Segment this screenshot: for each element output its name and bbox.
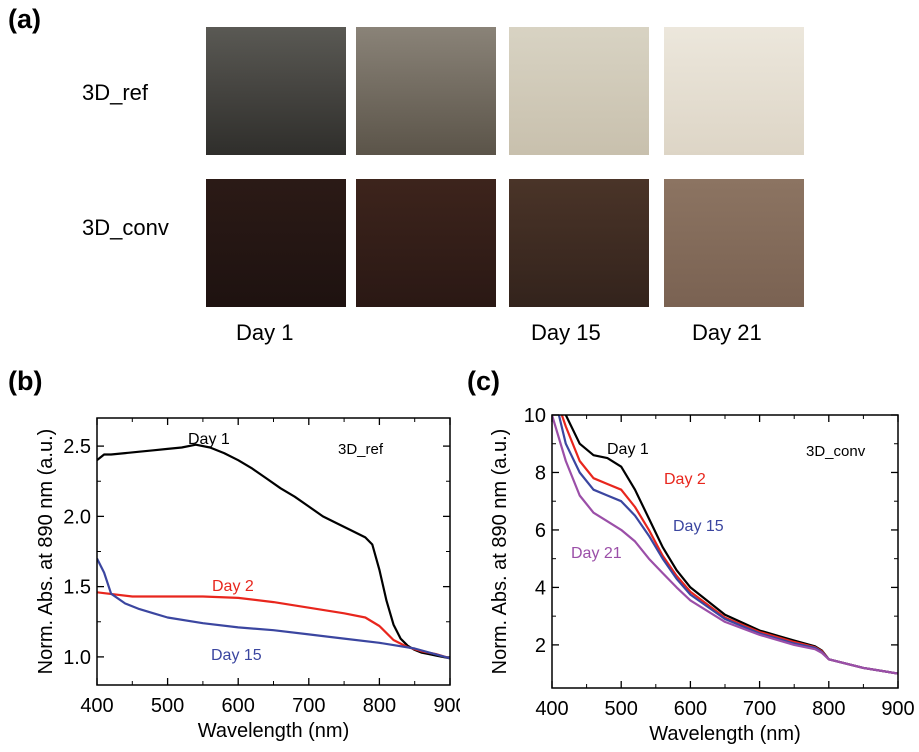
sample-annotation: 3D_ref — [338, 441, 384, 458]
y-tick-label: 4 — [535, 577, 546, 599]
sample-3d-conv-day2 — [356, 179, 496, 307]
sample-3d-ref-day21 — [664, 27, 804, 155]
x-axis-title: Wavelength (nm) — [649, 723, 801, 745]
x-tick-label: 600 — [674, 698, 707, 720]
row-label-3d-ref: 3D_ref — [82, 80, 149, 105]
x-tick-label: 600 — [222, 695, 255, 717]
x-tick-label: 800 — [363, 695, 396, 717]
series-label-day-2: Day 2 — [212, 578, 254, 595]
y-tick-label: 6 — [535, 520, 546, 542]
day-label-day21: Day 21 — [692, 320, 762, 345]
series-label-day-15: Day 15 — [673, 518, 724, 535]
x-tick-label: 500 — [151, 695, 184, 717]
sample-3d-ref-day2 — [356, 27, 496, 155]
panel-c-label: (c) — [467, 366, 500, 396]
y-axis-title: Norm. Abs. at 890 nm (a.u.) — [489, 429, 511, 675]
series-line-day-15 — [97, 558, 450, 660]
series-line-day-2 — [97, 591, 450, 660]
series-label-day-21: Day 21 — [571, 545, 622, 562]
chart-b: 400 500 600 700 800 900 1.0 1.5 2.0 2.5 Wavelength… — [35, 417, 460, 742]
series-label-day-2: Day 2 — [664, 471, 706, 488]
sample-3d-conv-day15 — [509, 179, 649, 307]
y-axis-title: Norm. Abs. at 890 nm (a.u.) — [35, 429, 57, 675]
series-line-day-1 — [564, 415, 898, 675]
series-line-day-1 — [97, 443, 450, 660]
x-axis-title: Wavelength (nm) — [198, 720, 350, 742]
day-label-day1: Day 1 — [236, 320, 294, 345]
x-tick-label: 500 — [605, 698, 638, 720]
series-label-day-1: Day 1 — [188, 431, 230, 448]
y-tick-label: 2.5 — [63, 436, 91, 458]
y-tick-label: 2.0 — [63, 506, 91, 528]
x-tick-label: 900 — [881, 698, 914, 720]
sample-3d-ref-day15 — [509, 27, 649, 155]
y-tick-label: 1.5 — [63, 577, 91, 599]
plot-area — [97, 443, 450, 660]
x-tick-label: 900 — [433, 695, 460, 717]
x-tick-label: 700 — [743, 698, 776, 720]
panel-a-label: (a) — [8, 4, 41, 34]
y-tick-label: 8 — [535, 462, 546, 484]
series-label-day-15: Day 15 — [211, 647, 262, 664]
sample-3d-conv-day21 — [664, 179, 804, 307]
x-tick-label: 700 — [292, 695, 325, 717]
series-line-day-2 — [560, 415, 898, 675]
x-tick-label: 800 — [812, 698, 845, 720]
y-tick-label: 1.0 — [63, 647, 91, 669]
series-line-day-21 — [552, 415, 898, 675]
y-tick-label: 10 — [524, 405, 546, 427]
sample-3d-ref-day1 — [206, 27, 346, 155]
x-tick-label: 400 — [80, 695, 113, 717]
sample-3d-conv-day1 — [206, 179, 346, 307]
plot-frame — [96, 417, 451, 686]
row-label-3d-conv: 3D_conv — [82, 215, 169, 240]
day-label-day15: Day 15 — [531, 320, 601, 345]
series-line-day-15 — [557, 415, 898, 675]
plot-area — [552, 415, 898, 675]
panel-b-label: (b) — [8, 366, 43, 396]
plot-frame — [551, 414, 899, 689]
x-tick-label: 400 — [535, 698, 568, 720]
sample-annotation: 3D_conv — [806, 443, 866, 460]
y-tick-label: 2 — [535, 635, 546, 657]
chart-c: 400 500 600 700 800 900 2 4 6 8 10 Wavelength (nm) N… — [489, 405, 915, 745]
series-label-day-1: Day 1 — [607, 441, 649, 458]
